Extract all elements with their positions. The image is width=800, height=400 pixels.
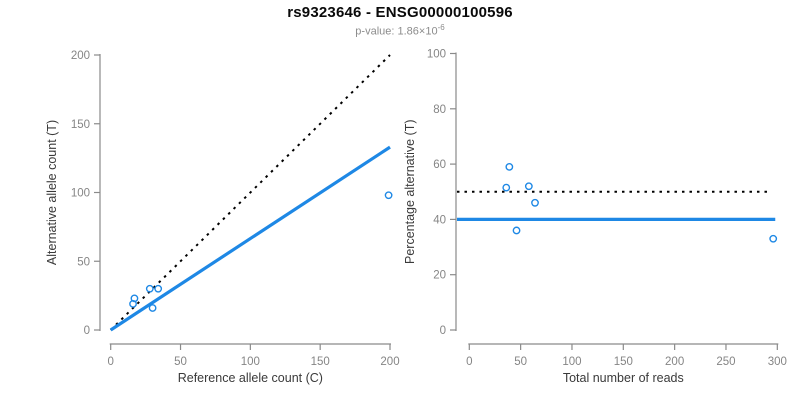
x-tick-label: 300 <box>768 356 787 368</box>
y-tick-label: 100 <box>71 188 90 200</box>
data-point <box>148 304 157 312</box>
fit-line <box>109 145 391 332</box>
x-tick-label: 50 <box>514 356 527 368</box>
y-tick-label: 200 <box>71 50 90 62</box>
data-point <box>154 284 163 293</box>
x-tick-label: 100 <box>241 356 260 368</box>
y-axis-title: Alternative allele count (T) <box>45 120 59 265</box>
scatter-plot-right: 0 20 40 60 80 100 0 50 100 150 200 250 300 Total numb… <box>403 49 787 386</box>
x-axis-title: Total number of reads <box>563 371 684 385</box>
y-axis-title: Percentage alternative (T) <box>403 119 417 264</box>
scatter-plot-left: 0 50 100 150 200 0 50 100 150 200 Reference allele… <box>45 50 400 385</box>
x-tick-label: 200 <box>665 356 684 368</box>
p-value-exponent: -6 <box>437 23 445 32</box>
x-tick-label: 100 <box>562 356 581 368</box>
data-point <box>512 226 521 235</box>
x-tick-label: 150 <box>311 356 330 368</box>
x-tick-label: 0 <box>466 356 472 368</box>
y-tick-label: 60 <box>433 159 446 171</box>
x-tick-label: 150 <box>614 356 633 368</box>
y-tick-label: 50 <box>77 256 90 268</box>
y-tick-label: 0 <box>84 325 90 337</box>
y-tick-label: 40 <box>433 214 446 226</box>
p-value-text: p-value: 1.86×10 <box>355 25 438 38</box>
y-tick-label: 0 <box>440 325 446 337</box>
data-point <box>531 198 539 207</box>
y-tick-label: 150 <box>71 119 90 131</box>
x-tick-label: 50 <box>174 356 187 368</box>
data-point <box>502 183 511 192</box>
data-point <box>769 234 778 243</box>
data-point <box>505 162 514 171</box>
x-tick-label: 0 <box>107 356 113 368</box>
figure-title: rs9323646 - ENSG00000100596 <box>287 4 513 21</box>
x-axis-title: Reference allele count (C) <box>178 371 323 385</box>
identity-line <box>109 54 391 331</box>
y-tick-label: 100 <box>427 49 446 61</box>
data-point <box>145 284 154 293</box>
data-point <box>384 191 393 200</box>
x-tick-label: 250 <box>716 356 735 368</box>
x-tick-label: 200 <box>380 356 399 368</box>
figure-subtitle: p-value: 1.86×10-6 <box>0 23 800 38</box>
data-point <box>130 294 139 303</box>
y-tick-label: 20 <box>433 270 446 282</box>
y-tick-label: 80 <box>433 104 446 116</box>
data-point <box>524 182 533 191</box>
